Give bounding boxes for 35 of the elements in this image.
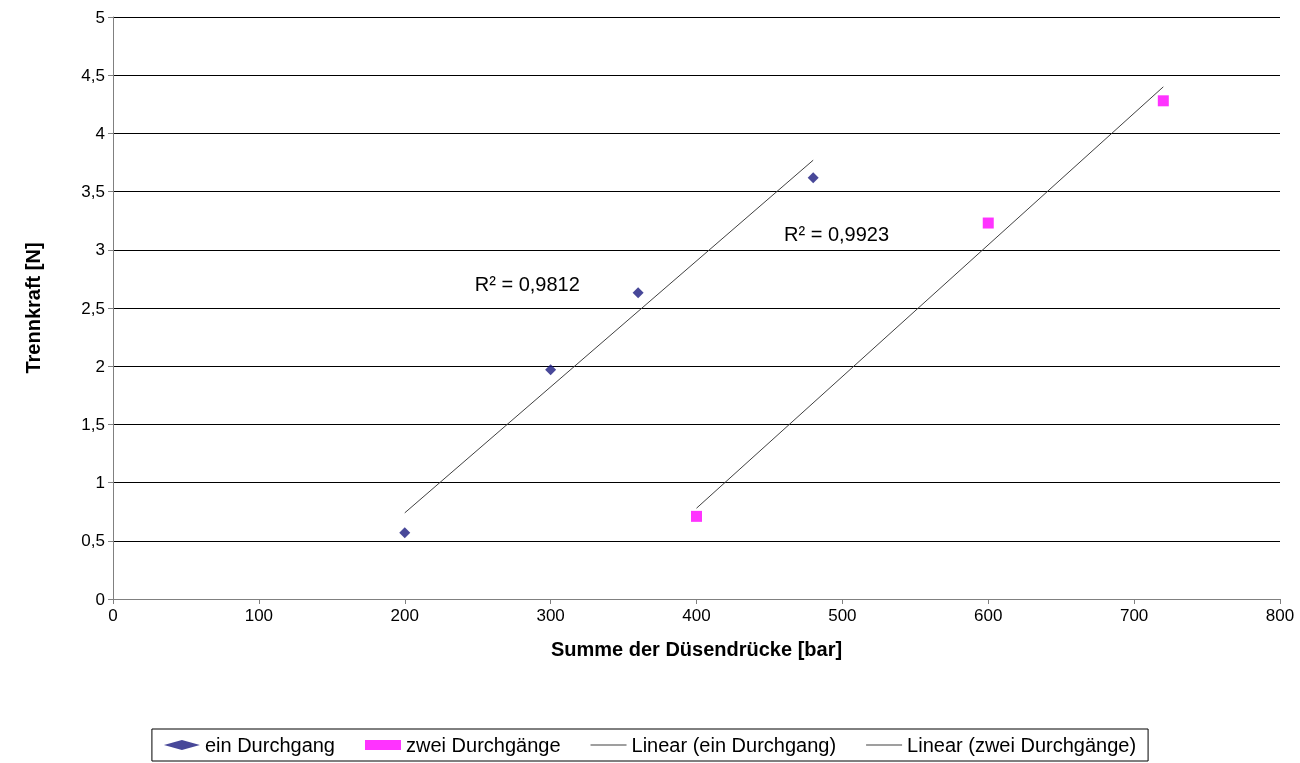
x-tick-label: 0: [108, 606, 118, 625]
y-tick-label: 5: [95, 7, 105, 27]
y-tick-label: 3: [95, 240, 105, 260]
y-tick-label: 1: [95, 473, 105, 493]
x-tick-label: 500: [828, 606, 857, 625]
y-tick-label: 0,5: [81, 531, 105, 551]
x-tick-label: 200: [390, 606, 419, 625]
y-tick-label: 1,5: [81, 414, 105, 434]
point: [1157, 95, 1169, 107]
legend-label: zwei Durchgänge: [406, 734, 561, 756]
point: [807, 172, 819, 184]
annotation: R² = 0,9923: [784, 223, 890, 246]
y-axis-title: Trennkraft [N]: [22, 242, 44, 374]
y-tick-label: 2: [95, 356, 105, 376]
legend-label: ein Durchgang: [204, 734, 335, 756]
point: [399, 527, 411, 539]
legend-label: Linear (zwei Durchgänge): [907, 734, 1137, 756]
annotation: R² = 0,9812: [474, 272, 580, 295]
x-tick-label: 400: [682, 606, 711, 625]
y-tick-label: 3,5: [81, 182, 105, 202]
legend-label: Linear (ein Durchgang): [631, 734, 837, 756]
x-tick-label: 800: [1265, 606, 1295, 625]
point: [632, 287, 644, 299]
x-tick-label: 300: [536, 606, 565, 625]
y-tick-label: 0: [95, 589, 105, 609]
x-axis-title: Summe der Düsendrücke [bar]: [550, 638, 843, 660]
point: [982, 217, 994, 229]
point: [691, 510, 702, 522]
x-tick-label: 100: [244, 606, 274, 625]
x-tick-label: 700: [1119, 606, 1149, 625]
y-tick-label: 4,5: [81, 65, 105, 85]
y-tick-label: 4: [95, 123, 105, 143]
point: [545, 364, 557, 376]
x-tick-label: 600: [974, 606, 1003, 625]
y-tick-label: 2,5: [81, 298, 105, 318]
